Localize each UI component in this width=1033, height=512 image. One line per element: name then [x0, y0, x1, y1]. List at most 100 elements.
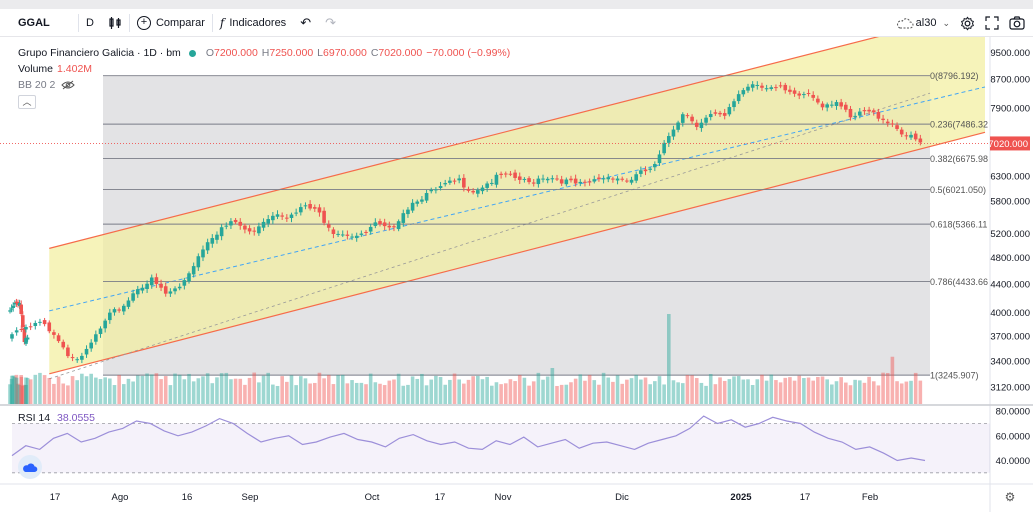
candle-body[interactable] [620, 178, 625, 180]
volume-bar[interactable] [881, 372, 885, 404]
volume-bar[interactable] [480, 379, 485, 404]
bb-label[interactable]: BB 20 2 [18, 78, 56, 91]
volume-bar[interactable] [112, 385, 117, 404]
volume-bar[interactable] [545, 376, 550, 404]
volume-bar[interactable] [182, 379, 187, 404]
volume-bar[interactable] [10, 375, 14, 404]
candle-body[interactable] [168, 291, 173, 294]
candle-body[interactable] [909, 134, 913, 138]
candle-body[interactable] [24, 337, 28, 344]
volume-bar[interactable] [848, 385, 853, 404]
volume-bar[interactable] [862, 382, 867, 404]
candle-body[interactable] [89, 342, 93, 349]
collapse-legend-button[interactable]: ︿ [18, 95, 36, 109]
candle-body[interactable] [895, 125, 899, 129]
volume-bar[interactable] [317, 372, 322, 404]
candle-body[interactable] [215, 234, 219, 240]
candle-body[interactable] [163, 286, 168, 294]
candle-body[interactable] [718, 112, 722, 115]
volume-bar[interactable] [443, 384, 448, 404]
time-axis[interactable]: 17 Ago 16 Sep Oct 17 Nov Dic 2025 17 Feb ⚙ [0, 483, 1033, 504]
volume-bar[interactable] [522, 377, 527, 404]
candle-body[interactable] [70, 357, 75, 359]
volume-bar[interactable] [84, 376, 89, 404]
candle-body[interactable] [94, 334, 98, 342]
volume-bar[interactable] [52, 383, 56, 404]
rsi-label[interactable]: RSI 14 [18, 412, 51, 424]
volume-bar[interactable] [275, 385, 280, 404]
volume-bar[interactable] [303, 378, 308, 404]
volume-bar[interactable] [699, 382, 704, 404]
volume-bar[interactable] [732, 376, 736, 404]
volume-bar[interactable] [70, 376, 75, 404]
volume-bar[interactable] [564, 384, 569, 404]
settings-button[interactable] [955, 9, 980, 37]
volume-bar[interactable] [103, 377, 107, 404]
candle-body[interactable] [336, 233, 340, 235]
volume-bar[interactable] [816, 376, 820, 404]
candle-body[interactable] [885, 121, 890, 124]
candle-body[interactable] [373, 222, 378, 226]
candle-body[interactable] [848, 108, 853, 118]
volume-bar[interactable] [694, 378, 699, 404]
volume-bar[interactable] [359, 382, 364, 404]
candle-body[interactable] [10, 334, 14, 339]
candle-body[interactable] [839, 102, 843, 107]
volume-bar[interactable] [676, 382, 680, 404]
candle-body[interactable] [569, 178, 573, 181]
candle-body[interactable] [13, 302, 17, 305]
candle-body[interactable] [308, 204, 312, 209]
volume-bar[interactable] [648, 384, 652, 404]
volume-bar[interactable] [625, 379, 629, 404]
volume-bar[interactable] [653, 381, 657, 404]
volume-bar[interactable] [159, 379, 163, 404]
rsi-line[interactable] [11, 415, 926, 462]
legend-title[interactable]: Grupo Financiero Galicia · 1D · bm [18, 46, 181, 59]
volume-bar[interactable] [350, 380, 354, 404]
candle-body[interactable] [17, 302, 22, 307]
candle-body[interactable] [671, 129, 676, 137]
candle-body[interactable] [592, 179, 597, 182]
candle-body[interactable] [21, 315, 25, 328]
interval-button[interactable]: D [86, 16, 94, 29]
candle-body[interactable] [14, 330, 19, 333]
volume-bar[interactable] [168, 385, 173, 404]
volume-bar[interactable] [867, 376, 871, 404]
volume-bar[interactable] [830, 384, 834, 404]
volume-bar[interactable] [326, 374, 331, 404]
axis-settings-gear-icon[interactable]: ⚙ [1005, 490, 1016, 504]
volume-bar[interactable] [191, 381, 196, 404]
candle-body[interactable] [639, 170, 643, 174]
volume-bar[interactable] [601, 372, 606, 404]
volume-bar[interactable] [271, 384, 275, 404]
candle-body[interactable] [326, 224, 331, 228]
fullscreen-button[interactable] [980, 9, 1004, 37]
volume-bar[interactable] [340, 374, 345, 404]
candle-body[interactable] [611, 178, 615, 180]
candle-body[interactable] [135, 289, 140, 295]
candle-body[interactable] [247, 228, 252, 232]
candle-body[interactable] [499, 173, 503, 175]
candle-body[interactable] [578, 181, 583, 184]
volume-bar[interactable] [895, 381, 899, 404]
volume-bar[interactable] [513, 381, 517, 404]
volume-bar[interactable] [24, 377, 28, 404]
candle-body[interactable] [834, 102, 839, 106]
candle-body[interactable] [25, 337, 30, 340]
candle-body[interactable] [741, 90, 746, 95]
volume-bar[interactable] [205, 373, 210, 404]
candle-body[interactable] [84, 348, 89, 355]
volume-bar[interactable] [354, 382, 359, 404]
volume-bar[interactable] [750, 385, 755, 404]
candle-body[interactable] [871, 110, 876, 113]
candle-body[interactable] [229, 221, 233, 226]
volume-label[interactable]: Volume [18, 62, 54, 75]
indicators-button[interactable]: f Indicadores [213, 9, 293, 37]
candle-body[interactable] [913, 133, 918, 140]
candle-body[interactable] [52, 332, 56, 335]
volume-bar[interactable] [536, 372, 541, 404]
candle-body[interactable] [406, 209, 410, 215]
volume-bar[interactable] [382, 385, 387, 404]
candle-body[interactable] [844, 104, 848, 110]
candle-body[interactable] [61, 341, 66, 348]
